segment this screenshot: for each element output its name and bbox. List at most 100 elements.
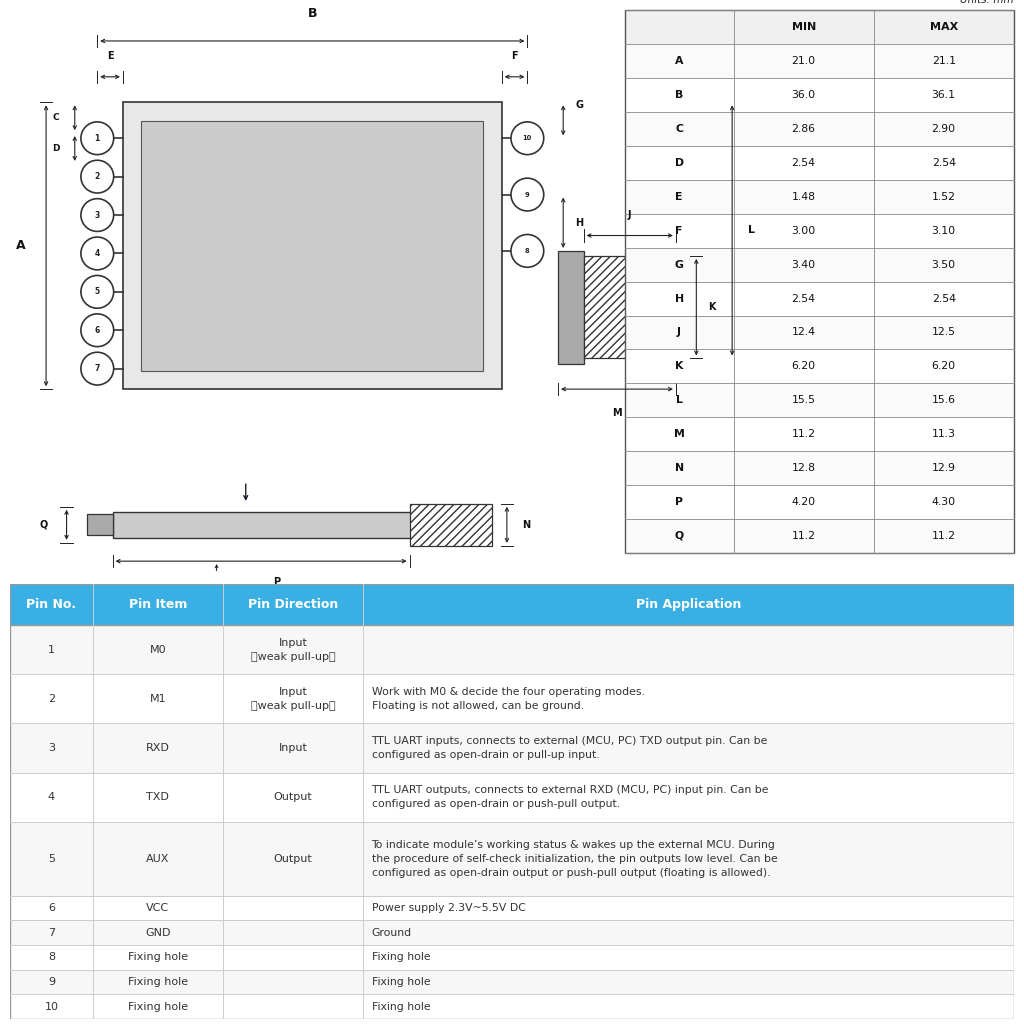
- Bar: [10, 773, 1014, 822]
- Text: Pin Item: Pin Item: [129, 598, 187, 611]
- Text: J: J: [628, 210, 632, 220]
- Text: M1: M1: [150, 694, 166, 703]
- Text: Power supply 2.3V~5.5V DC: Power supply 2.3V~5.5V DC: [372, 903, 525, 913]
- Text: Q: Q: [40, 520, 48, 529]
- Text: B: B: [675, 90, 683, 100]
- Text: 4.20: 4.20: [792, 497, 816, 507]
- Text: Ground: Ground: [372, 928, 412, 938]
- Bar: [123, 102, 502, 389]
- Text: 5: 5: [94, 288, 100, 296]
- Circle shape: [511, 234, 544, 267]
- Text: F: F: [511, 51, 518, 61]
- Text: 3.40: 3.40: [792, 260, 816, 269]
- Text: E: E: [676, 191, 683, 202]
- Circle shape: [511, 178, 544, 211]
- Bar: [625, 349, 1014, 383]
- Text: Work with M0 & decide the four operating modes.
Floating is not allowed, can be : Work with M0 & decide the four operating…: [372, 687, 644, 711]
- Text: Input
（weak pull-up）: Input （weak pull-up）: [251, 687, 336, 711]
- Text: GND: GND: [145, 928, 171, 938]
- Text: P: P: [273, 577, 280, 587]
- Bar: [625, 418, 1014, 452]
- Bar: [10, 896, 1014, 921]
- Text: 1: 1: [94, 134, 100, 142]
- Circle shape: [81, 199, 114, 231]
- Text: Pin Direction: Pin Direction: [248, 598, 338, 611]
- Bar: [410, 504, 492, 546]
- Bar: [10, 970, 1014, 994]
- Text: 8: 8: [48, 952, 55, 963]
- Text: 3.10: 3.10: [932, 225, 955, 236]
- Text: 12.4: 12.4: [792, 328, 816, 338]
- Text: G: G: [675, 260, 684, 269]
- Text: M0: M0: [150, 645, 166, 654]
- Circle shape: [81, 160, 114, 193]
- Bar: [10, 674, 1014, 724]
- Text: M: M: [674, 429, 685, 439]
- Text: 15.5: 15.5: [792, 395, 816, 406]
- Bar: [10, 724, 1014, 773]
- Text: 1: 1: [48, 645, 55, 654]
- Text: Fixing hole: Fixing hole: [128, 977, 187, 987]
- Text: Fixing hole: Fixing hole: [372, 1001, 430, 1012]
- Circle shape: [81, 238, 114, 270]
- Text: 12.5: 12.5: [932, 328, 955, 338]
- Text: 36.1: 36.1: [932, 90, 955, 100]
- Text: 3: 3: [94, 211, 100, 219]
- Bar: [625, 383, 1014, 418]
- Text: H: H: [575, 218, 584, 227]
- Text: Q: Q: [675, 531, 684, 541]
- Text: Fixing hole: Fixing hole: [128, 952, 187, 963]
- Text: A: A: [15, 240, 26, 252]
- Text: M: M: [612, 408, 622, 418]
- Bar: [625, 10, 1014, 44]
- Text: G: G: [575, 100, 584, 110]
- Text: 7: 7: [48, 928, 55, 938]
- Text: 3.50: 3.50: [932, 260, 955, 269]
- Text: D: D: [52, 144, 59, 153]
- Text: 3.00: 3.00: [792, 225, 816, 236]
- Text: 11.3: 11.3: [932, 429, 955, 439]
- Text: L: L: [676, 395, 683, 406]
- Text: 2: 2: [48, 694, 55, 703]
- Text: Output: Output: [273, 793, 312, 803]
- Text: Input: Input: [279, 743, 307, 753]
- Bar: [625, 282, 1014, 315]
- Circle shape: [81, 313, 114, 346]
- Bar: [625, 248, 1014, 282]
- Text: C: C: [675, 124, 683, 134]
- Circle shape: [81, 275, 114, 308]
- Text: 10: 10: [44, 1001, 58, 1012]
- Bar: [10, 994, 1014, 1019]
- Text: Units: mm: Units: mm: [961, 0, 1014, 5]
- Text: 6: 6: [94, 326, 100, 335]
- Text: 2.54: 2.54: [932, 294, 955, 303]
- Text: B: B: [307, 7, 317, 20]
- Text: N: N: [522, 520, 530, 529]
- Bar: [10, 822, 1014, 896]
- Bar: [141, 121, 483, 371]
- Text: L: L: [748, 225, 755, 236]
- Bar: [625, 180, 1014, 214]
- Bar: [625, 315, 1014, 349]
- Bar: [625, 145, 1014, 180]
- Circle shape: [511, 122, 544, 155]
- Text: H: H: [675, 294, 684, 303]
- Bar: [625, 10, 1014, 553]
- Text: 11.2: 11.2: [792, 531, 816, 541]
- Text: 2.90: 2.90: [932, 124, 955, 134]
- Bar: [625, 452, 1014, 485]
- Text: 6.20: 6.20: [932, 361, 955, 372]
- Text: Output: Output: [273, 854, 312, 864]
- Text: A: A: [675, 56, 683, 67]
- Text: TTL UART outputs, connects to external RXD (MCU, PC) input pin. Can be
configure: TTL UART outputs, connects to external R…: [372, 785, 769, 809]
- Text: 15.6: 15.6: [932, 395, 955, 406]
- Text: Fixing hole: Fixing hole: [372, 977, 430, 987]
- Text: K: K: [709, 302, 716, 312]
- Circle shape: [81, 122, 114, 155]
- Bar: [625, 112, 1014, 146]
- Text: 36.0: 36.0: [792, 90, 816, 100]
- Bar: [10, 921, 1014, 945]
- Text: F: F: [676, 225, 683, 236]
- Text: 1.52: 1.52: [932, 191, 955, 202]
- Text: 12.9: 12.9: [932, 463, 955, 473]
